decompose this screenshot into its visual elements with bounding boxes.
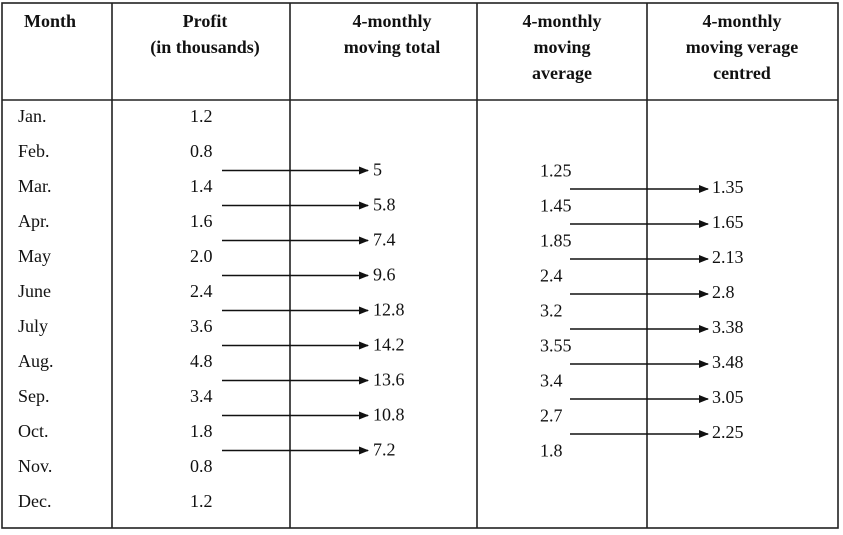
column-header: moving	[533, 37, 590, 57]
moving-total: 5.8	[373, 195, 396, 215]
profit: 0.8	[190, 141, 213, 161]
month: Sep.	[18, 386, 50, 406]
profit: 3.6	[190, 316, 213, 336]
column-header: (in thousands)	[150, 37, 260, 58]
profit: 1.8	[190, 421, 213, 441]
profit: 2.4	[190, 281, 213, 301]
profit: 1.6	[190, 211, 213, 231]
moving-total: 7.2	[373, 440, 396, 460]
table-border	[1, 2, 839, 529]
month: Apr.	[18, 211, 50, 231]
month: July	[18, 316, 48, 336]
column-header: moving total	[344, 37, 441, 57]
centred-average: 2.8	[712, 282, 735, 302]
centred-average: 2.13	[712, 247, 744, 267]
moving-average: 2.4	[540, 266, 563, 286]
moving-average: 3.4	[540, 371, 563, 391]
centred-average: 3.38	[712, 317, 744, 337]
month: Mar.	[18, 176, 52, 196]
month: Aug.	[18, 351, 54, 371]
column-header: Profit	[183, 11, 228, 31]
moving-total: 9.6	[373, 265, 396, 285]
moving-total: 12.8	[373, 300, 405, 320]
column-header: Month	[24, 11, 76, 31]
profit: 1.2	[190, 491, 213, 511]
month: Feb.	[18, 141, 50, 161]
centred-average: 3.05	[712, 387, 744, 407]
column-header: 4-monthly	[352, 11, 431, 31]
moving-average: 3.2	[540, 301, 563, 321]
centred-average: 2.25	[712, 422, 744, 442]
moving-average: 3.55	[540, 336, 572, 356]
centred-average: 3.48	[712, 352, 744, 372]
moving-average: 1.45	[540, 196, 572, 216]
moving-average: 2.7	[540, 406, 563, 426]
profit: 2.0	[190, 246, 213, 266]
centred-average: 1.65	[712, 212, 744, 232]
month: June	[18, 281, 51, 301]
moving-total: 13.6	[373, 370, 405, 390]
profit: 1.2	[190, 106, 213, 126]
moving-average: 1.8	[540, 441, 563, 461]
month: Jan.	[18, 106, 47, 126]
month: May	[18, 246, 51, 266]
moving-average: 1.85	[540, 231, 572, 251]
month: Dec.	[18, 491, 51, 511]
moving-total: 7.4	[373, 230, 396, 250]
moving-total: 10.8	[373, 405, 405, 425]
month: Nov.	[18, 456, 52, 476]
column-header: 4-monthly	[702, 11, 781, 31]
moving-total: 14.2	[373, 335, 405, 355]
moving-average: 1.25	[540, 161, 572, 181]
column-header: 4-monthly	[522, 11, 601, 31]
profit: 4.8	[190, 351, 213, 371]
moving-total: 5	[373, 160, 382, 180]
profit: 3.4	[190, 386, 213, 406]
column-header: centred	[713, 63, 771, 83]
month: Oct.	[18, 421, 49, 441]
profit: 0.8	[190, 456, 213, 476]
column-header: moving verage	[686, 37, 798, 57]
centred-average: 1.35	[712, 177, 744, 197]
profit: 1.4	[190, 176, 213, 196]
column-header: average	[532, 63, 592, 83]
